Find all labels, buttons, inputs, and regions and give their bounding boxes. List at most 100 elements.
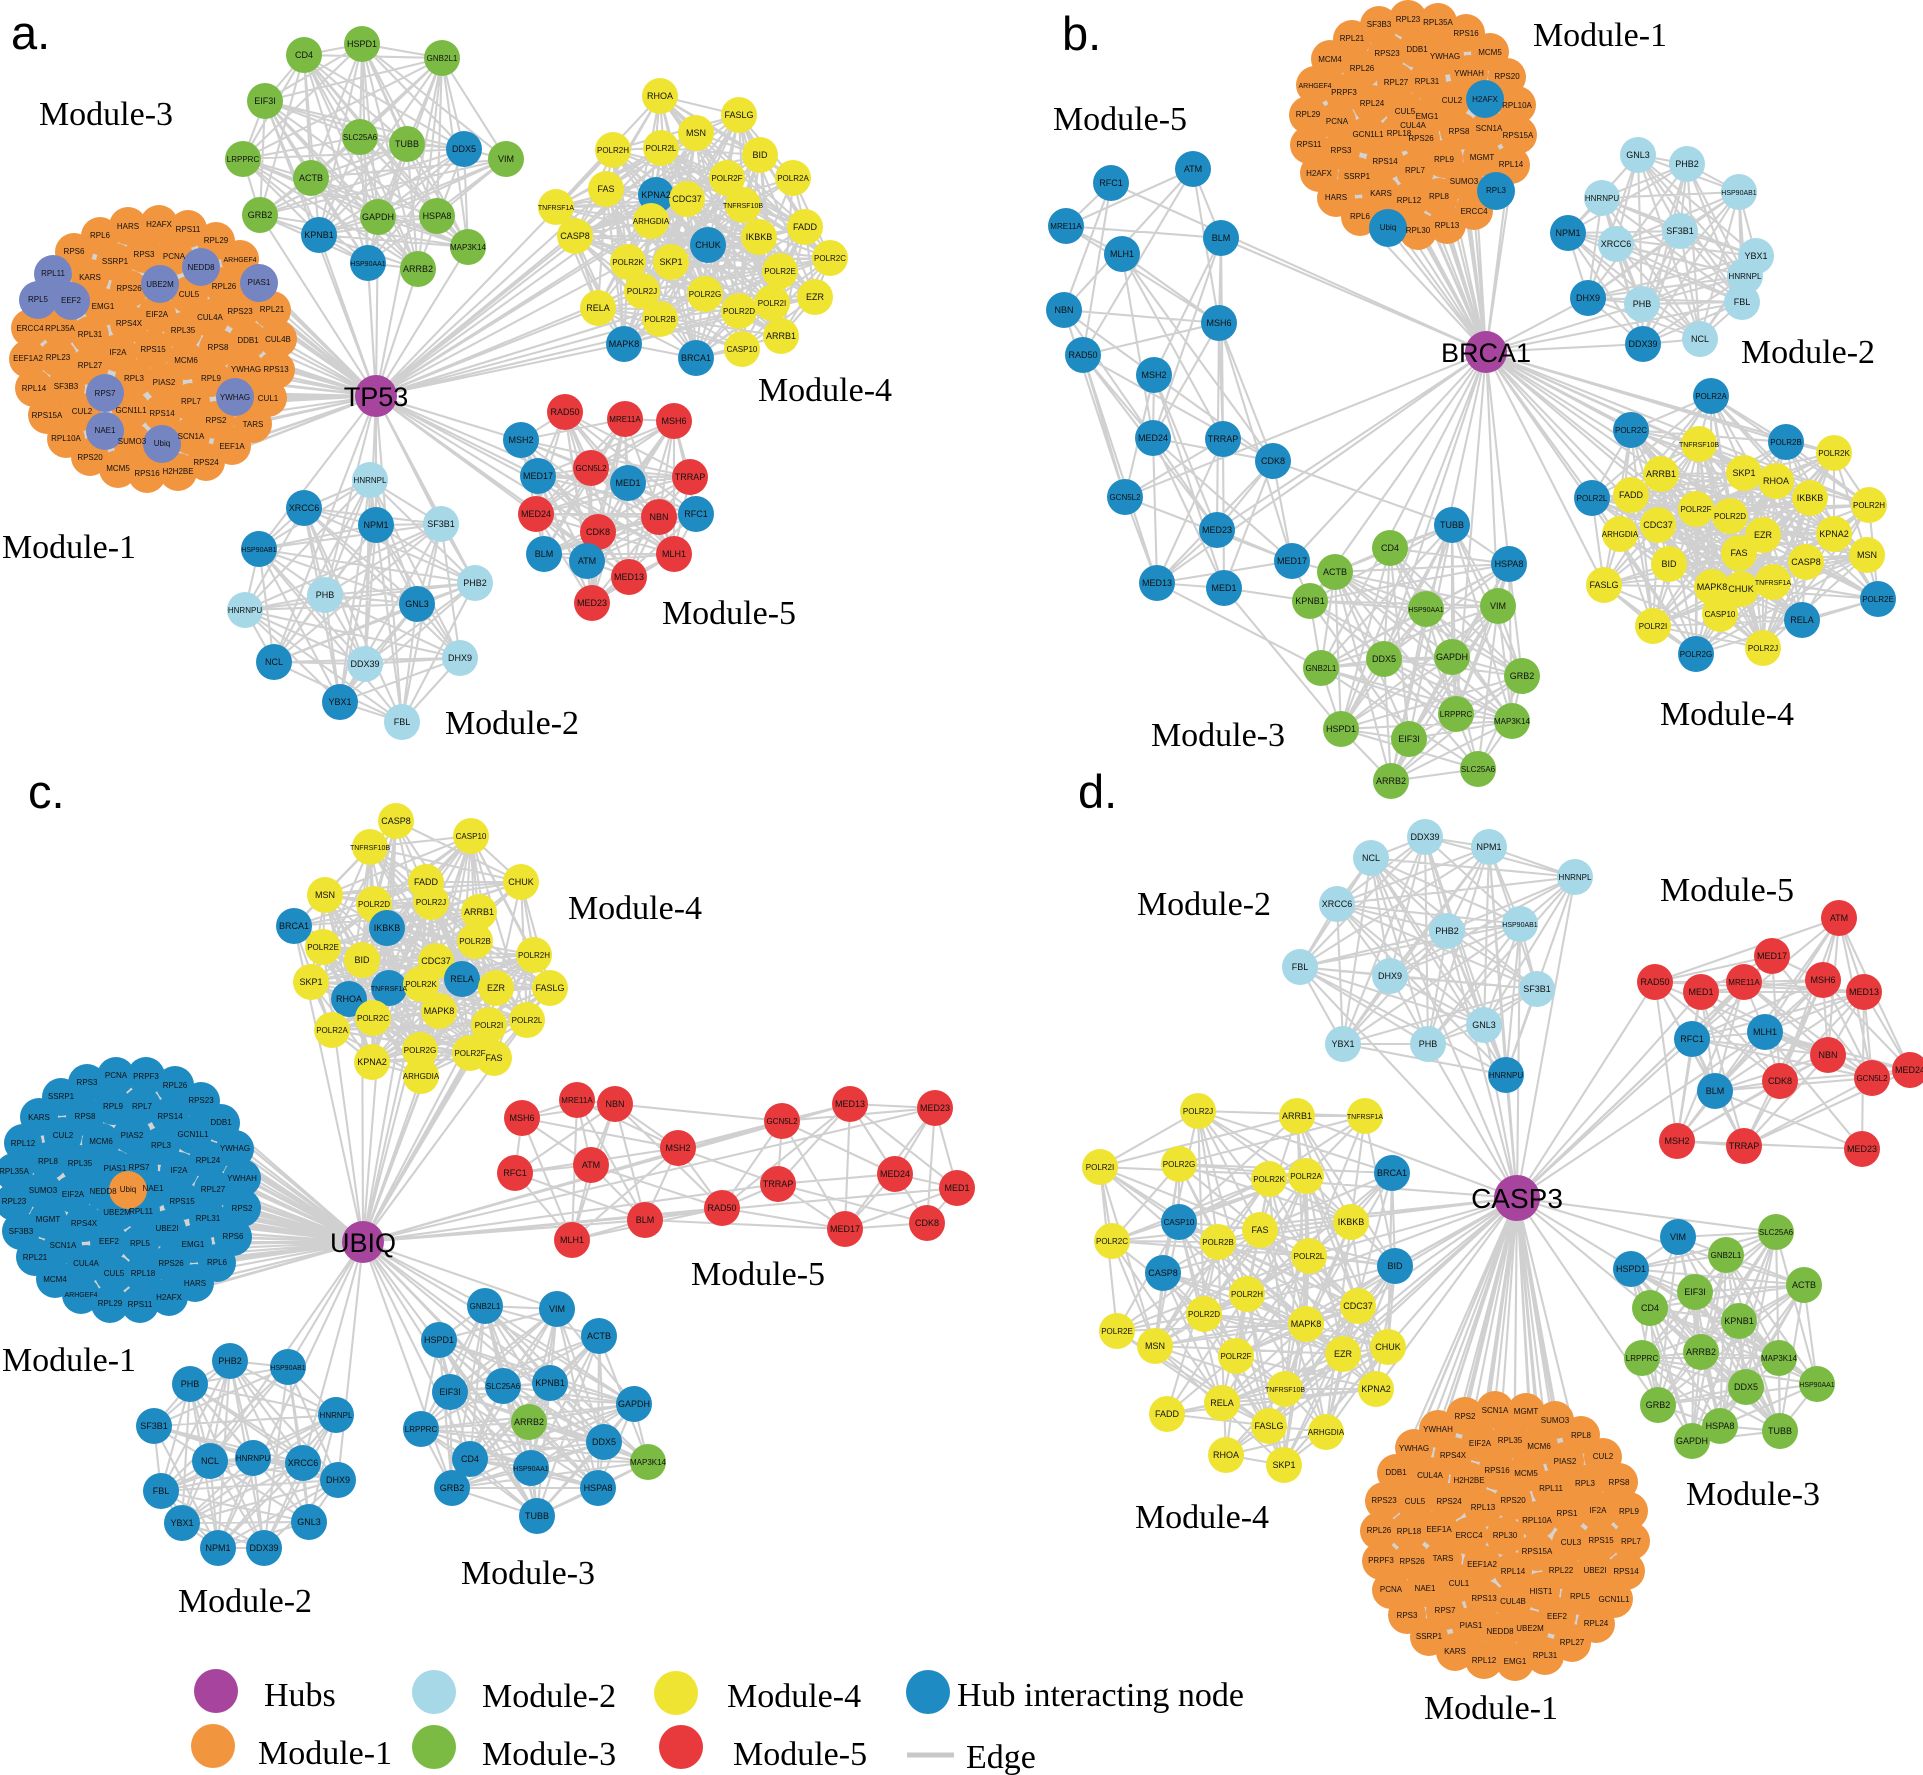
svg-text:Module-4: Module-4 xyxy=(1660,696,1794,733)
svg-text:POLR2I: POLR2I xyxy=(758,299,786,308)
svg-text:MAPK8: MAPK8 xyxy=(1291,1319,1322,1329)
svg-text:Module-5: Module-5 xyxy=(691,1256,825,1293)
svg-text:POLR2K: POLR2K xyxy=(405,980,437,989)
svg-text:RPL5: RPL5 xyxy=(28,295,49,304)
svg-text:PIAS1: PIAS1 xyxy=(1460,1621,1483,1630)
svg-text:GAPDH: GAPDH xyxy=(618,1399,650,1409)
svg-text:CDC37: CDC37 xyxy=(672,194,702,204)
svg-text:SF3B3: SF3B3 xyxy=(54,382,79,391)
svg-text:ARHGDIA: ARHGDIA xyxy=(1602,530,1639,539)
svg-text:RPL21: RPL21 xyxy=(1340,34,1365,43)
svg-text:MSH6: MSH6 xyxy=(1206,318,1231,328)
svg-text:MED13: MED13 xyxy=(1849,987,1879,997)
svg-text:RPS8: RPS8 xyxy=(1449,127,1470,136)
svg-text:POLR2F: POLR2F xyxy=(1680,505,1711,514)
svg-text:RPL7: RPL7 xyxy=(1405,166,1426,175)
svg-text:H2H2BE: H2H2BE xyxy=(162,467,193,476)
svg-text:H2AFX: H2AFX xyxy=(156,1293,182,1302)
svg-text:TNFRSF10B: TNFRSF10B xyxy=(1679,442,1719,449)
svg-text:HNRNPU: HNRNPU xyxy=(1585,194,1619,203)
svg-text:RPS16: RPS16 xyxy=(134,469,160,478)
svg-text:Ubiq: Ubiq xyxy=(1380,223,1396,232)
svg-text:KPNA2: KPNA2 xyxy=(1819,529,1849,539)
svg-text:CUL4A: CUL4A xyxy=(1400,121,1426,130)
svg-text:NEDD8: NEDD8 xyxy=(1486,1627,1514,1636)
svg-text:MED17: MED17 xyxy=(523,471,553,481)
svg-text:MED24: MED24 xyxy=(1138,433,1168,443)
svg-text:EEF1A: EEF1A xyxy=(219,442,245,451)
svg-text:ARRB2: ARRB2 xyxy=(1686,1347,1716,1357)
svg-text:MED1: MED1 xyxy=(944,1183,969,1193)
svg-text:FADD: FADD xyxy=(1155,1409,1180,1419)
svg-text:CDK8: CDK8 xyxy=(586,527,610,537)
svg-text:MED17: MED17 xyxy=(1757,951,1787,961)
svg-text:MGMT: MGMT xyxy=(1514,1407,1539,1416)
svg-text:CDK8: CDK8 xyxy=(1768,1076,1792,1086)
svg-text:GAPDH: GAPDH xyxy=(1676,1436,1708,1446)
svg-text:MED1: MED1 xyxy=(615,478,640,488)
svg-text:RPL9: RPL9 xyxy=(201,374,222,383)
svg-text:RPL27: RPL27 xyxy=(1560,1638,1585,1647)
svg-text:BLM: BLM xyxy=(535,549,554,559)
svg-text:RPS3: RPS3 xyxy=(1397,1611,1418,1620)
svg-text:CASP8: CASP8 xyxy=(560,231,590,241)
svg-text:FBL: FBL xyxy=(153,1486,170,1496)
svg-text:MLH1: MLH1 xyxy=(1110,249,1134,259)
svg-text:POLR2G: POLR2G xyxy=(689,290,721,299)
svg-text:DHX9: DHX9 xyxy=(1576,293,1600,303)
svg-text:MSH6: MSH6 xyxy=(509,1113,534,1123)
svg-text:EEF1A: EEF1A xyxy=(1426,1525,1452,1534)
svg-text:DDB1: DDB1 xyxy=(1385,1468,1407,1477)
svg-text:DDX5: DDX5 xyxy=(1372,654,1396,664)
svg-text:SCN1A: SCN1A xyxy=(1476,124,1503,133)
svg-text:YWHAG: YWHAG xyxy=(231,365,261,374)
svg-text:SF3B1: SF3B1 xyxy=(1666,226,1694,236)
svg-text:ARHGEF4: ARHGEF4 xyxy=(223,257,256,264)
svg-text:CASP8: CASP8 xyxy=(1791,557,1821,567)
svg-text:EZR: EZR xyxy=(1334,1349,1353,1359)
svg-text:NCL: NCL xyxy=(265,657,283,667)
svg-text:HARS: HARS xyxy=(117,222,139,231)
svg-text:FBL: FBL xyxy=(394,717,411,727)
svg-text:EMG1: EMG1 xyxy=(1504,1657,1527,1666)
svg-text:EMG1: EMG1 xyxy=(92,302,115,311)
svg-text:PRPF3: PRPF3 xyxy=(133,1072,159,1081)
svg-text:ARRB1: ARRB1 xyxy=(464,907,494,917)
svg-text:PHB: PHB xyxy=(1419,1039,1438,1049)
svg-text:RPS26: RPS26 xyxy=(158,1259,184,1268)
svg-text:RPS24: RPS24 xyxy=(193,458,219,467)
svg-text:RPL35A: RPL35A xyxy=(1423,18,1453,27)
svg-text:ATM: ATM xyxy=(578,556,596,566)
svg-text:SCN1A: SCN1A xyxy=(50,1241,77,1250)
svg-text:HSP90AB1: HSP90AB1 xyxy=(1721,190,1757,197)
svg-text:CDC37: CDC37 xyxy=(1343,1301,1373,1311)
svg-text:EEF2: EEF2 xyxy=(61,296,82,305)
svg-text:Module-1: Module-1 xyxy=(1533,17,1667,54)
svg-text:MGMT: MGMT xyxy=(1470,153,1495,162)
svg-text:HSP90AB1: HSP90AB1 xyxy=(1502,922,1538,929)
svg-text:RAD50: RAD50 xyxy=(1068,350,1097,360)
svg-text:RPL12: RPL12 xyxy=(1397,196,1422,205)
svg-text:RPL7: RPL7 xyxy=(181,397,202,406)
svg-text:CASP8: CASP8 xyxy=(381,816,411,826)
svg-text:RPS3: RPS3 xyxy=(1331,146,1352,155)
svg-text:DHX9: DHX9 xyxy=(326,1475,350,1485)
svg-text:RELA: RELA xyxy=(1790,615,1814,625)
svg-text:MED13: MED13 xyxy=(1142,578,1172,588)
svg-text:NBN: NBN xyxy=(1054,305,1073,315)
svg-text:IF2A: IF2A xyxy=(171,1166,189,1175)
svg-text:EZR: EZR xyxy=(1754,530,1773,540)
svg-text:SF3B3: SF3B3 xyxy=(9,1227,34,1236)
svg-text:XRCC6: XRCC6 xyxy=(1322,899,1353,909)
svg-text:KARS: KARS xyxy=(79,273,101,282)
svg-text:EIF2A: EIF2A xyxy=(62,1190,85,1199)
svg-text:CUL5: CUL5 xyxy=(1395,107,1416,116)
svg-text:BRCA1: BRCA1 xyxy=(1377,1168,1407,1178)
svg-text:PHB: PHB xyxy=(316,590,335,600)
svg-text:CD4: CD4 xyxy=(1641,1303,1659,1313)
svg-text:CUL4A: CUL4A xyxy=(197,313,223,322)
svg-text:ERCC4: ERCC4 xyxy=(1460,207,1488,216)
svg-text:UBE2M: UBE2M xyxy=(1516,1624,1544,1633)
svg-text:H2H2BE: H2H2BE xyxy=(1453,1476,1484,1485)
svg-text:KPNA2: KPNA2 xyxy=(1361,1384,1391,1394)
